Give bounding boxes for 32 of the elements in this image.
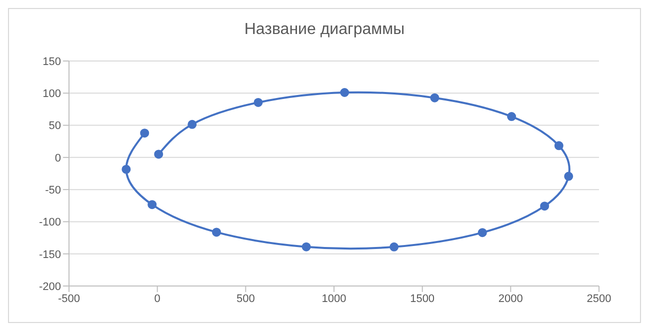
point [122, 164, 131, 174]
y-tick-label: -150 [38, 248, 61, 261]
x-tick-label: 2000 [498, 292, 523, 305]
x-tick-label: -500 [58, 292, 80, 305]
x-tick-label: 2500 [586, 292, 612, 305]
chart-title: Название диаграммы [243, 20, 406, 40]
y-tick-label: 150 [42, 56, 61, 68]
x-tick-label: 0 [154, 292, 160, 305]
point [540, 202, 550, 211]
point [478, 228, 487, 238]
point [212, 228, 221, 237]
y-tick-label: 100 [42, 88, 61, 100]
y-tick-label: -100 [38, 216, 61, 229]
point [302, 242, 311, 252]
x-tick-label: 500 [236, 292, 255, 305]
point [148, 200, 157, 210]
y-tick-label: 50 [48, 120, 61, 132]
y-tick-label: -50 [45, 184, 61, 196]
point [154, 150, 164, 159]
y-tick-label: -200 [38, 280, 61, 293]
y-tick-label: 0 [54, 152, 61, 164]
x-tick-label: 1000 [322, 292, 346, 305]
point [140, 128, 150, 138]
x-tick-label: 1500 [410, 292, 435, 305]
point [188, 120, 197, 129]
point [340, 88, 350, 97]
point [554, 141, 564, 150]
point [390, 242, 399, 252]
point [430, 93, 440, 102]
point [564, 172, 574, 181]
point [507, 112, 516, 122]
point [254, 98, 263, 107]
